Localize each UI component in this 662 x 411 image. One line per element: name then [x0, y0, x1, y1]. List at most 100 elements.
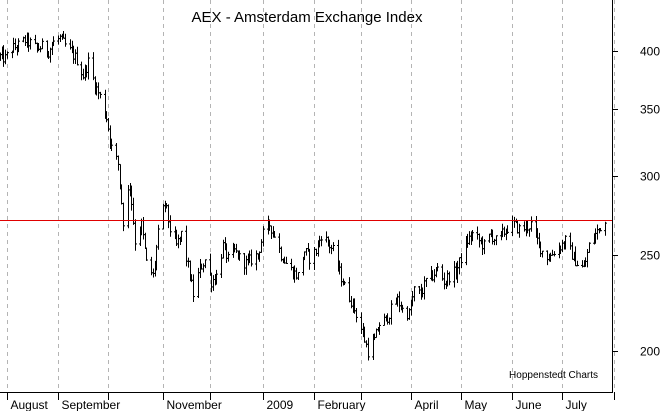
- price-bar: [273, 230, 276, 238]
- price-bar: [270, 225, 273, 239]
- price-bar: [215, 269, 218, 285]
- price-bar: [596, 224, 599, 240]
- price-bar: [453, 261, 456, 288]
- y-axis: 200 250 300 350 400: [612, 45, 660, 359]
- price-bar: [313, 246, 316, 271]
- price-bar: [503, 226, 506, 237]
- price-bar: [41, 38, 44, 50]
- y-tick-label: 300: [640, 170, 660, 184]
- price-bar: [187, 257, 190, 268]
- price-bar: [180, 230, 183, 242]
- price-bar: [348, 277, 351, 303]
- price-bar: [24, 35, 27, 47]
- price-bar: [59, 34, 62, 42]
- price-bar: [87, 52, 90, 80]
- price-bar: [553, 251, 556, 257]
- price-bar: [332, 242, 335, 252]
- price-bar: [52, 36, 55, 47]
- price-bar: [76, 46, 79, 66]
- price-bar: [204, 259, 207, 269]
- price-bar: [74, 49, 77, 64]
- vertical-grid-lines: [7, 0, 615, 392]
- price-bar: [340, 263, 343, 287]
- y-tick-label: 250: [640, 249, 660, 263]
- price-bar: [488, 233, 491, 243]
- price-bar: [546, 250, 549, 266]
- price-bar: [398, 291, 401, 313]
- price-bar: [493, 238, 496, 246]
- price-bar: [413, 286, 416, 302]
- price-bar: [604, 221, 607, 236]
- price-bar: [308, 248, 311, 270]
- chart-title: AEX - Amsterdam Exchange Index: [192, 9, 423, 26]
- price-bar: [448, 271, 451, 286]
- price-bar: [262, 226, 265, 247]
- price-bar: [506, 225, 509, 234]
- price-bar: [169, 215, 172, 237]
- price-bar: [290, 258, 293, 271]
- x-tick-label: May: [465, 398, 488, 411]
- x-tick-label: September: [62, 398, 121, 411]
- y-tick-label: 400: [640, 45, 660, 59]
- price-bar: [99, 91, 102, 99]
- price-bar: [212, 275, 215, 291]
- price-bar: [57, 35, 60, 45]
- y-tick-label: 350: [640, 103, 660, 117]
- price-bar: [441, 264, 444, 281]
- price-bar: [330, 244, 333, 255]
- price-bar: [144, 232, 147, 250]
- price-bar: [157, 224, 160, 250]
- price-bar: [343, 280, 346, 286]
- price-bar: [423, 276, 426, 300]
- x-tick-label: April: [415, 398, 439, 411]
- x-axis: August September November 2009 February April…: [7, 392, 615, 411]
- price-bar: [513, 216, 516, 228]
- price-bar: [436, 262, 439, 272]
- price-bar: [6, 51, 9, 59]
- price-bar: [378, 322, 381, 335]
- price-bar: [177, 234, 180, 249]
- price-bar: [468, 231, 471, 245]
- price-bar: [122, 202, 125, 232]
- price-bar: [285, 256, 288, 264]
- plot-frame: [0, 0, 613, 393]
- price-bar: [97, 82, 100, 100]
- price-bar: [245, 255, 248, 275]
- price-bar: [460, 253, 463, 269]
- price-bar: [64, 33, 67, 47]
- price-bar: [383, 313, 386, 326]
- price-bar: [561, 239, 564, 253]
- price-bar: [162, 203, 165, 230]
- price-bar: [14, 38, 17, 51]
- price-bar: [297, 272, 300, 280]
- price-bar: [278, 233, 281, 253]
- x-tick-label: July: [566, 398, 587, 411]
- price-bar: [360, 312, 363, 335]
- price-bar: [355, 308, 358, 323]
- price-bar: [586, 248, 589, 268]
- price-bar: [17, 38, 20, 53]
- price-bar: [518, 223, 521, 238]
- price-bar: [564, 235, 567, 250]
- price-bar: [320, 236, 323, 247]
- price-bar: [250, 249, 253, 267]
- price-bar: [12, 37, 15, 53]
- x-tick-label: February: [318, 398, 366, 411]
- y-tick-label: 200: [640, 345, 660, 359]
- price-bar: [530, 216, 533, 232]
- price-bar: [145, 247, 148, 261]
- price-bar: [588, 242, 591, 253]
- price-bar: [29, 37, 32, 50]
- price-bar: [167, 204, 170, 229]
- price-bar: [260, 239, 263, 253]
- price-bar: [390, 300, 393, 325]
- price-bar: [192, 274, 195, 302]
- price-bar: [471, 229, 474, 242]
- price-bar: [401, 304, 404, 313]
- price-bar: [571, 242, 574, 260]
- price-bar: [115, 142, 118, 160]
- price-bar: [425, 277, 428, 288]
- price-bar: [569, 232, 572, 250]
- price-bar: [185, 225, 188, 267]
